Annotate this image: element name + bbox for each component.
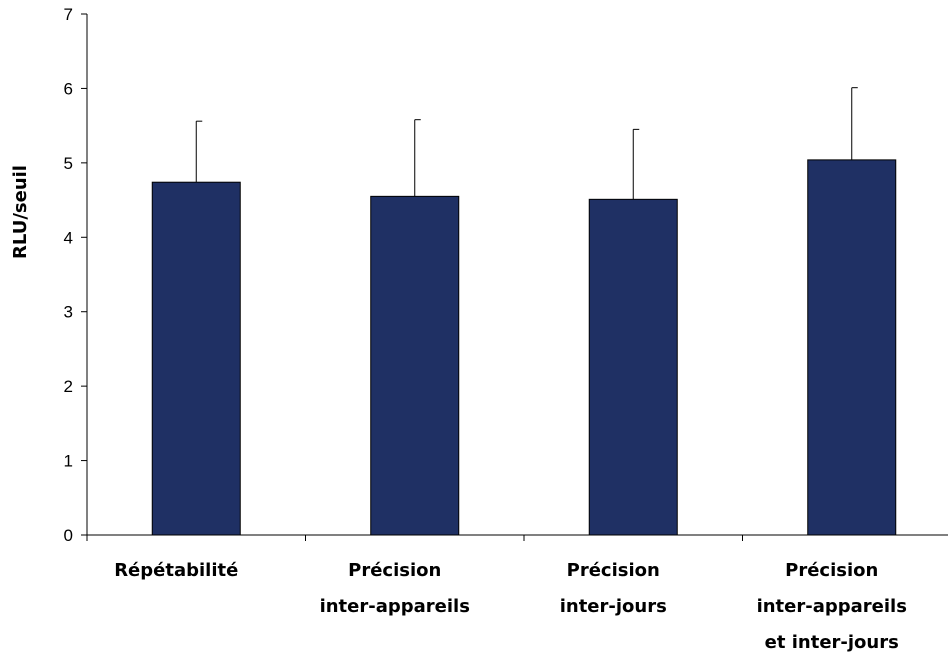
category-label: Précision bbox=[348, 560, 441, 581]
y-tick-label: 4 bbox=[64, 228, 73, 247]
error-bar bbox=[195, 120, 203, 183]
category-label: Précision bbox=[567, 560, 660, 581]
bar bbox=[588, 198, 678, 536]
y-axis-title: RLU/seuil bbox=[10, 165, 31, 259]
error-bar bbox=[851, 87, 858, 160]
category-label: Répétabilité bbox=[114, 560, 238, 581]
error-bar bbox=[632, 128, 640, 200]
y-tick-label: 7 bbox=[64, 5, 73, 24]
category-label: et inter-jours bbox=[765, 632, 899, 653]
bars-group bbox=[151, 159, 897, 536]
x-axis bbox=[86, 534, 948, 541]
bar bbox=[370, 195, 460, 536]
category-label: inter-jours bbox=[560, 596, 667, 617]
category-labels: Répétabilité Précision inter-appareils Préc… bbox=[114, 560, 907, 653]
y-tick-label: 6 bbox=[64, 79, 73, 98]
category-label: inter-appareils bbox=[757, 596, 907, 617]
y-tick-label: 0 bbox=[64, 526, 73, 545]
bar bbox=[151, 181, 241, 536]
category-label: Précision bbox=[785, 560, 878, 581]
error-bars-group bbox=[195, 87, 858, 200]
y-axis: 0 1 2 3 4 5 6 7 bbox=[64, 5, 88, 545]
category-label: inter-appareils bbox=[320, 596, 470, 617]
bar bbox=[807, 159, 897, 536]
y-tick-label: 2 bbox=[64, 377, 73, 396]
error-bar bbox=[414, 119, 421, 197]
y-tick-label: 3 bbox=[64, 303, 73, 322]
y-tick-label: 1 bbox=[64, 452, 73, 471]
y-tick-label: 5 bbox=[64, 154, 73, 173]
